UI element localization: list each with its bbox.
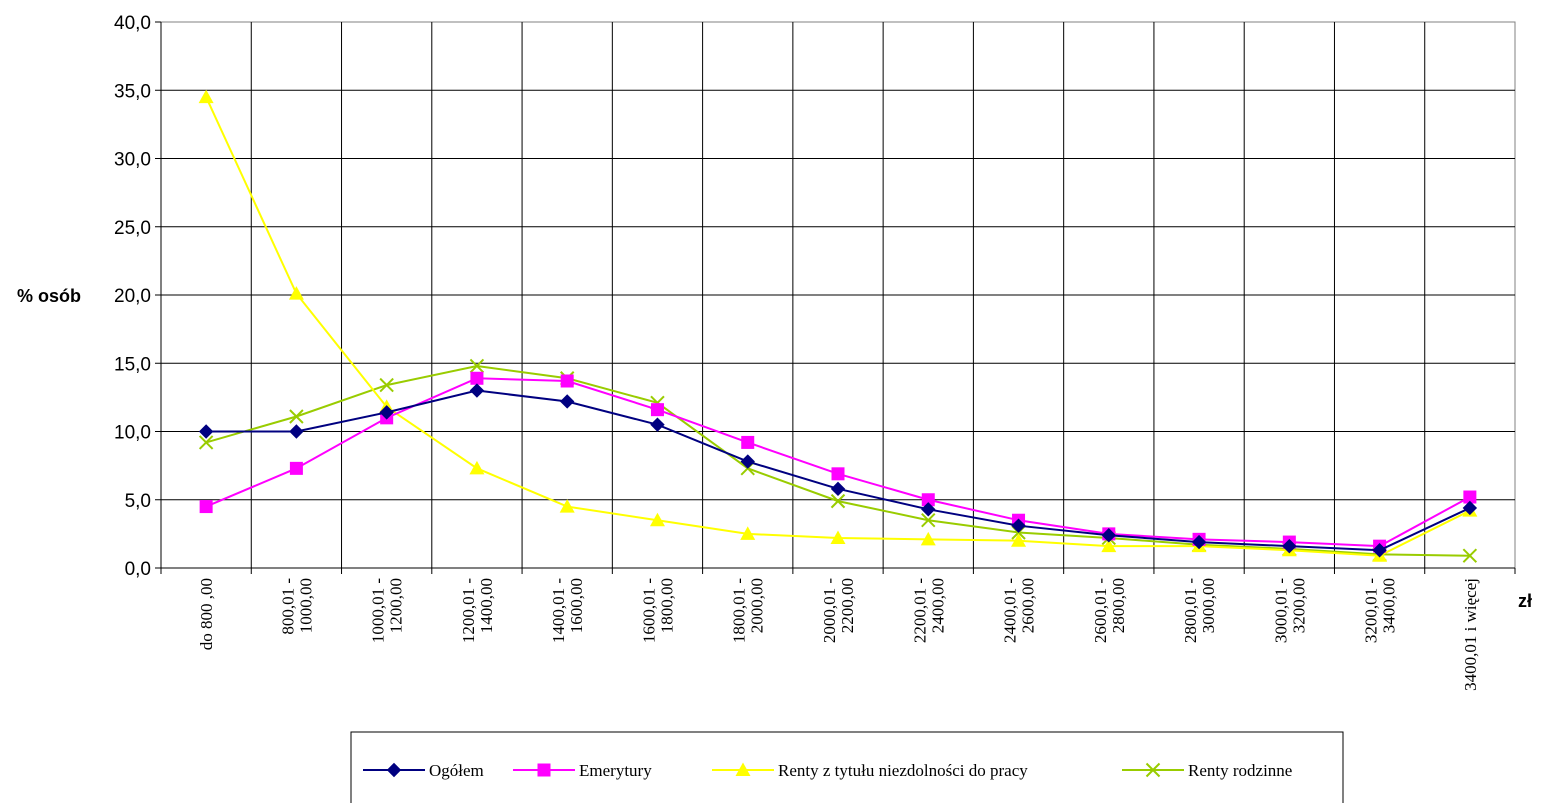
series-1-point-marker xyxy=(1282,538,1297,554)
x-tick-label: 1800,01 -2000,00 xyxy=(730,578,767,644)
series-1-point-marker xyxy=(469,383,485,398)
series-3-point-marker xyxy=(288,286,304,300)
series-2-point-marker xyxy=(741,435,755,449)
y-tick-label: 0,0 xyxy=(125,559,151,580)
series-3-point-marker xyxy=(559,499,575,513)
series-2-point-marker xyxy=(921,493,935,507)
series-1-point-marker xyxy=(289,424,304,439)
x-tick-label: 2600,01 -2800,00 xyxy=(1091,578,1128,644)
series-lines xyxy=(198,89,1478,563)
series-2-point-marker xyxy=(199,500,213,514)
x-tick-label: 2200,01 -2400,00 xyxy=(910,578,947,644)
y-axis-label: % osób xyxy=(17,286,81,306)
x-tick-label: 3000,01 -3200,00 xyxy=(1271,578,1308,644)
x-axis-unit-label: zł xyxy=(1518,591,1532,611)
series-1-point-marker xyxy=(1191,534,1207,550)
legend-label: Renty z tytułu niezdolności do pracy xyxy=(778,761,1028,780)
series-4-point-marker xyxy=(921,513,936,528)
series-1-point-marker xyxy=(1011,518,1026,533)
series-4-point-marker xyxy=(830,493,846,509)
legend-item: Emerytury xyxy=(513,761,652,780)
y-tick-label: 35,0 xyxy=(114,81,151,102)
x-tick-label: 3400,01 i więcej xyxy=(1461,578,1480,691)
y-tick-label: 40,0 xyxy=(114,13,151,34)
series-3-point-marker xyxy=(920,531,936,546)
x-tick-label: 2000,01 -2200,00 xyxy=(820,578,857,644)
series-4-point-marker xyxy=(379,377,394,393)
y-tick-label: 5,0 xyxy=(125,491,151,512)
series-3-point-marker xyxy=(740,526,756,540)
legend-item: Renty rodzinne xyxy=(1122,761,1292,780)
series-4-point-marker xyxy=(1462,548,1478,563)
x-tick-label: 2800,01 -3000,00 xyxy=(1181,578,1218,644)
series-3-point-marker xyxy=(469,460,485,475)
series-1 xyxy=(198,383,1478,558)
legend-item: Renty z tytułu niezdolności do pracy xyxy=(712,761,1028,780)
series-1-point-marker xyxy=(379,405,394,420)
series-1-point-marker xyxy=(1372,543,1387,558)
y-tick-label: 20,0 xyxy=(114,286,151,307)
series-1-point-marker xyxy=(198,424,214,439)
series-3-point-marker xyxy=(649,512,665,527)
legend-item: Ogółem xyxy=(363,761,484,780)
series-1-point-marker xyxy=(1101,528,1117,543)
series-2-point-marker xyxy=(831,467,845,481)
series-3-point-marker xyxy=(830,530,846,544)
x-tick-label: 800,01 -1000,00 xyxy=(278,578,315,635)
series-3-point-marker xyxy=(1101,538,1117,553)
series-4-point-marker xyxy=(469,358,485,374)
x-tick-label: 1600,01 -1800,00 xyxy=(639,578,676,644)
series-1-point-marker xyxy=(1462,500,1478,516)
legend-swatch-marker xyxy=(735,762,751,776)
x-tick-label: 2400,01 -2600,00 xyxy=(1001,578,1038,644)
x-tick-label: 3200,01 -3400,00 xyxy=(1362,578,1399,644)
legend-label: Ogółem xyxy=(429,761,484,780)
series-1-point-marker xyxy=(830,481,846,497)
legend-label: Renty rodzinne xyxy=(1188,761,1292,780)
series-4-point-marker xyxy=(289,409,304,424)
y-tick-label: 30,0 xyxy=(114,150,151,171)
gridlines xyxy=(161,22,1515,568)
legend-swatch-marker xyxy=(386,762,402,778)
x-tick-label: 1400,01 -1600,00 xyxy=(549,578,586,644)
legend: Ogółem Emerytury Renty z tytułu niezdolnoś… xyxy=(350,731,1344,808)
series-1-point-marker xyxy=(921,502,936,517)
x-tick-label: 1000,01 -1200,00 xyxy=(369,578,406,644)
series-3-point-marker xyxy=(198,89,214,104)
y-tick-label: 10,0 xyxy=(114,423,151,444)
y-tick-label: 25,0 xyxy=(114,218,151,239)
x-tick-label: do 800 ,00 xyxy=(197,578,216,650)
series-1-point-marker xyxy=(650,417,665,432)
axes: 0,0 5,0 10,0 15,0 20,0 25,0 30,0 35,0 40,0 do 800… xyxy=(114,13,1516,691)
series-2-point-marker xyxy=(650,403,664,417)
series-2-point-marker xyxy=(289,461,303,475)
y-tick-label: 15,0 xyxy=(114,354,151,375)
series-2-point-marker xyxy=(1463,490,1477,504)
series-1-point-marker xyxy=(740,454,755,469)
series-4-point-marker xyxy=(198,435,214,450)
series-2-point-marker xyxy=(560,374,574,388)
series-2-point-marker xyxy=(470,371,484,385)
legend-swatch-marker xyxy=(537,763,551,777)
series-3-point-marker xyxy=(1011,533,1027,547)
legend-label: Emerytury xyxy=(579,761,652,780)
legend-swatch-marker xyxy=(1145,762,1161,778)
x-tick-label: 1200,01 -1400,00 xyxy=(459,578,496,644)
series-1-point-marker xyxy=(559,394,575,409)
